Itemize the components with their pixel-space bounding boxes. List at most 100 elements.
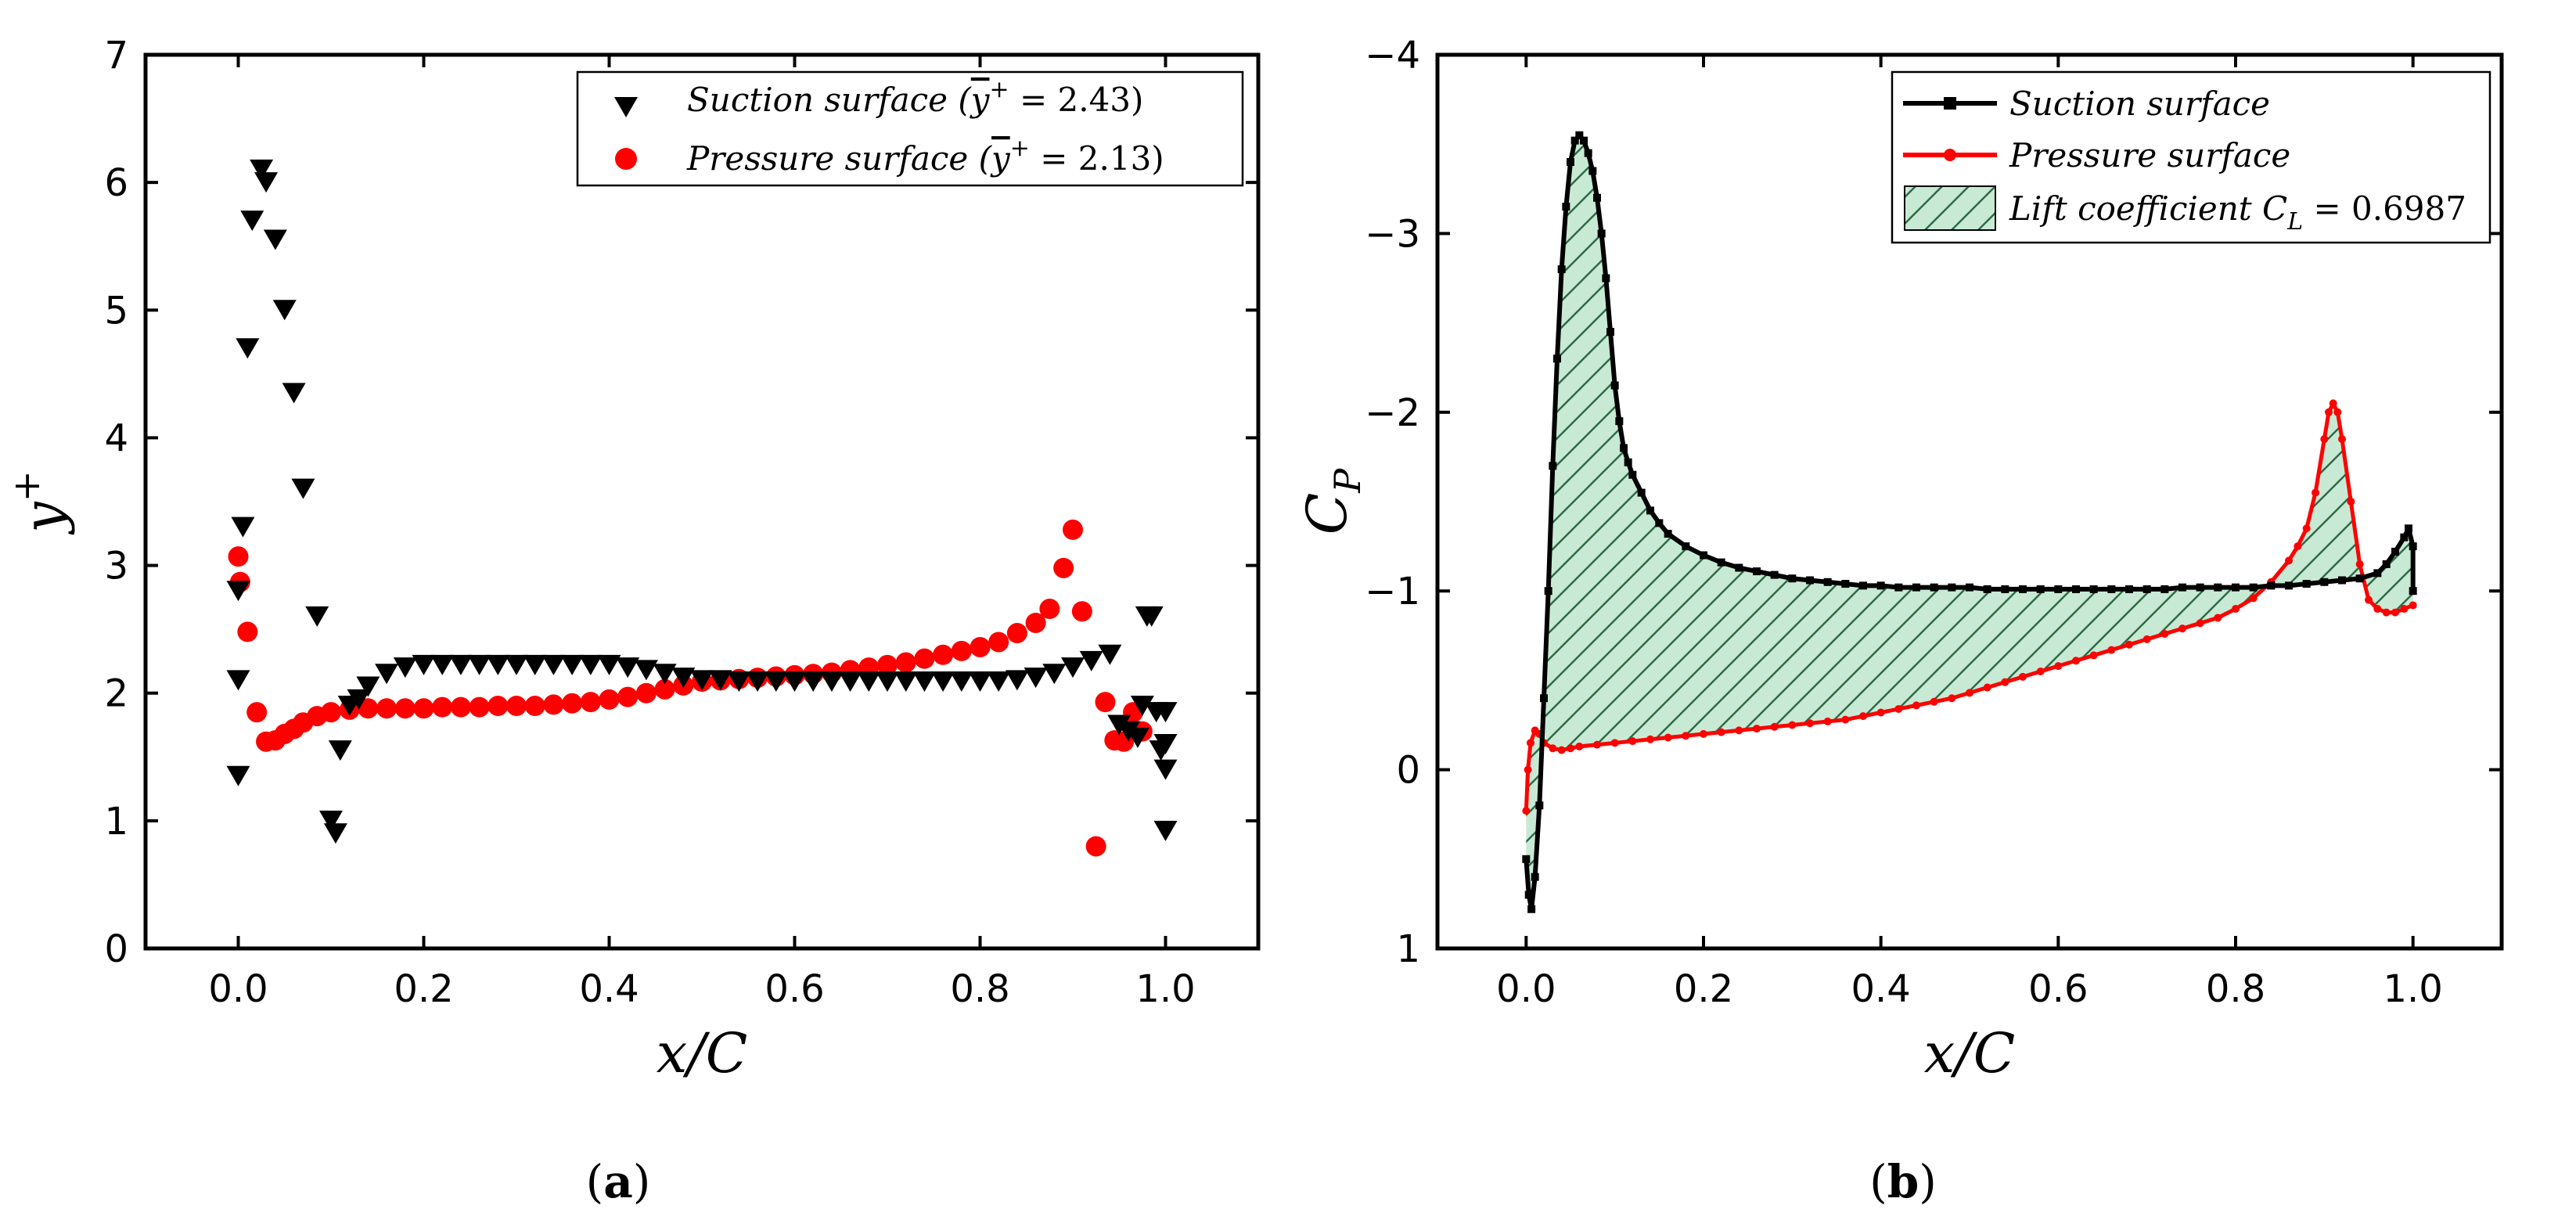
suction-marker: [1624, 458, 1632, 466]
suction-marker: [1588, 167, 1597, 175]
line-marks: [1522, 131, 2417, 913]
x-tick-label: 0.8: [950, 967, 1009, 1011]
suction-point: [746, 671, 770, 693]
suction-point: [291, 478, 315, 499]
suction-marker: [2196, 583, 2204, 592]
legend-area-swatch: [1904, 185, 1996, 231]
legend-suction-text: Suction surface (: [687, 81, 972, 119]
suction-marker: [1930, 583, 1938, 592]
suction-point: [634, 660, 658, 681]
suction-point: [949, 671, 973, 693]
suction-marker: [1606, 328, 1614, 336]
suction-marker: [1567, 158, 1574, 167]
x-tick-label: 0.0: [208, 967, 268, 1011]
suction-point: [375, 664, 399, 685]
pressure-marker: [2294, 542, 2302, 551]
x-tick-label: 0.4: [1851, 967, 1910, 1011]
pressure-marker: [2196, 619, 2204, 628]
suction-marker: [2267, 581, 2276, 590]
pressure-marker: [2302, 524, 2311, 533]
suction-marker: [1983, 585, 1991, 593]
x-tick-label: 0.4: [579, 967, 639, 1011]
suction-marker: [1788, 574, 1797, 583]
pressure-marker: [2036, 667, 2045, 675]
suction-marker: [1544, 587, 1552, 596]
legend-pressure-sup: +: [1010, 135, 1030, 162]
suction-point: [1153, 820, 1178, 841]
pressure-point: [506, 696, 527, 717]
plot-a-legend: Suction surface (y+ = 2.43) Pressure sur…: [576, 70, 1244, 187]
pressure-marker: [2054, 662, 2063, 671]
pressure-marker: [1717, 728, 1725, 736]
suction-point: [1061, 657, 1085, 678]
pressure-point: [450, 696, 471, 718]
pressure-marker: [2382, 608, 2391, 617]
pressure-marker: [1575, 742, 1584, 750]
plot-b-frame: [1435, 52, 2504, 951]
x-tick-label: 0.6: [765, 967, 824, 1011]
suction-point: [254, 172, 279, 193]
pressure-marker: [2329, 399, 2337, 408]
suction-marker: [2089, 585, 2098, 593]
pressure-point: [358, 698, 379, 719]
suction-point: [226, 765, 250, 786]
suction-marker: [1562, 203, 1570, 211]
suction-point: [467, 654, 491, 675]
suction-marker: [1859, 581, 1867, 590]
suction-marker: [1876, 581, 1885, 590]
suction-point: [801, 671, 826, 693]
caption-a-close: ): [633, 1155, 651, 1208]
suction-point: [857, 671, 881, 693]
y-tick-label: 6: [104, 161, 128, 205]
pressure-marker: [1983, 683, 1991, 692]
suction-marker: [1735, 563, 1743, 572]
suction-marker: [1682, 542, 1690, 551]
pressure-point: [1039, 599, 1060, 620]
x-tick-label: 0.8: [2206, 967, 2265, 1011]
suction-point: [236, 338, 260, 359]
suction-point: [272, 300, 297, 321]
suction-point: [560, 654, 585, 675]
y-tick-label: −3: [1365, 212, 1420, 256]
legend-suction-sup: +: [989, 76, 1009, 103]
suction-marker: [2001, 585, 2009, 593]
y-tick-label: 3: [104, 545, 128, 588]
suction-point: [1024, 668, 1048, 689]
pressure-marker: [1912, 701, 1920, 710]
pressure-marker: [2160, 630, 2169, 639]
suction-point: [671, 668, 696, 689]
caption-a-letter: a: [603, 1155, 633, 1208]
suction-point: [1079, 650, 1103, 671]
suction-point: [305, 606, 329, 627]
pressure-point: [487, 696, 509, 717]
pressure-point: [914, 648, 935, 669]
pressure-point: [988, 632, 1009, 653]
suction-marker: [2400, 533, 2409, 542]
pressure-marker: [1610, 739, 1619, 747]
suction-marker: [2409, 542, 2417, 551]
pressure-point: [237, 621, 258, 642]
suction-marker: [2160, 585, 2169, 593]
lift-area: [1526, 135, 2413, 909]
suction-point: [319, 810, 343, 831]
suction-marker: [1584, 149, 1592, 157]
suction-point: [1130, 696, 1154, 717]
suction-marker: [2391, 547, 2399, 556]
suction-marker: [1580, 136, 1588, 145]
pressure-point: [617, 686, 639, 707]
legend-pressure-text: Pressure surface (: [686, 139, 993, 178]
suction-marker: [2409, 587, 2417, 596]
suction-marker: [2054, 585, 2063, 593]
suction-point: [931, 671, 955, 693]
suction-marker: [1535, 801, 1544, 810]
suction-point: [240, 211, 264, 232]
pressure-marker: [1966, 689, 1973, 697]
suction-point: [393, 657, 417, 678]
pressure-point: [933, 644, 954, 665]
pressure-marker: [2089, 651, 2098, 660]
suction-point: [282, 383, 306, 404]
suction-marker: [1553, 354, 1561, 363]
pressure-marker: [1823, 717, 1832, 725]
